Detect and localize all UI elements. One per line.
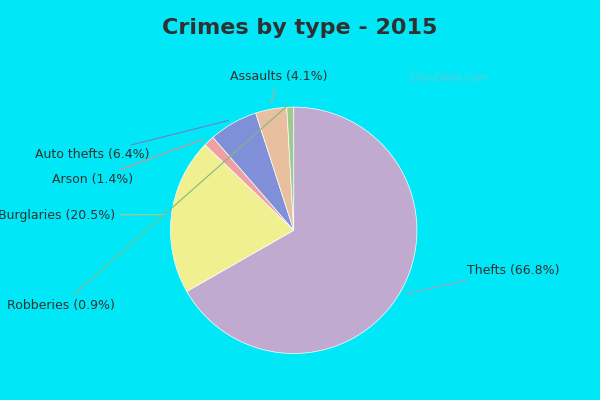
Text: Arson (1.4%): Arson (1.4%) xyxy=(52,139,203,186)
Wedge shape xyxy=(256,107,294,230)
Text: Burglaries (20.5%): Burglaries (20.5%) xyxy=(0,209,165,222)
Wedge shape xyxy=(205,137,294,230)
Wedge shape xyxy=(170,145,294,292)
Wedge shape xyxy=(213,113,294,230)
Text: Auto thefts (6.4%): Auto thefts (6.4%) xyxy=(35,120,229,161)
Text: Assaults (4.1%): Assaults (4.1%) xyxy=(230,70,328,103)
Wedge shape xyxy=(187,107,417,354)
Text: City-Data.com: City-Data.com xyxy=(409,73,488,83)
Text: Crimes by type - 2015: Crimes by type - 2015 xyxy=(163,18,437,38)
Wedge shape xyxy=(287,107,294,230)
Text: Robberies (0.9%): Robberies (0.9%) xyxy=(7,105,288,312)
Text: Thefts (66.8%): Thefts (66.8%) xyxy=(406,264,560,294)
